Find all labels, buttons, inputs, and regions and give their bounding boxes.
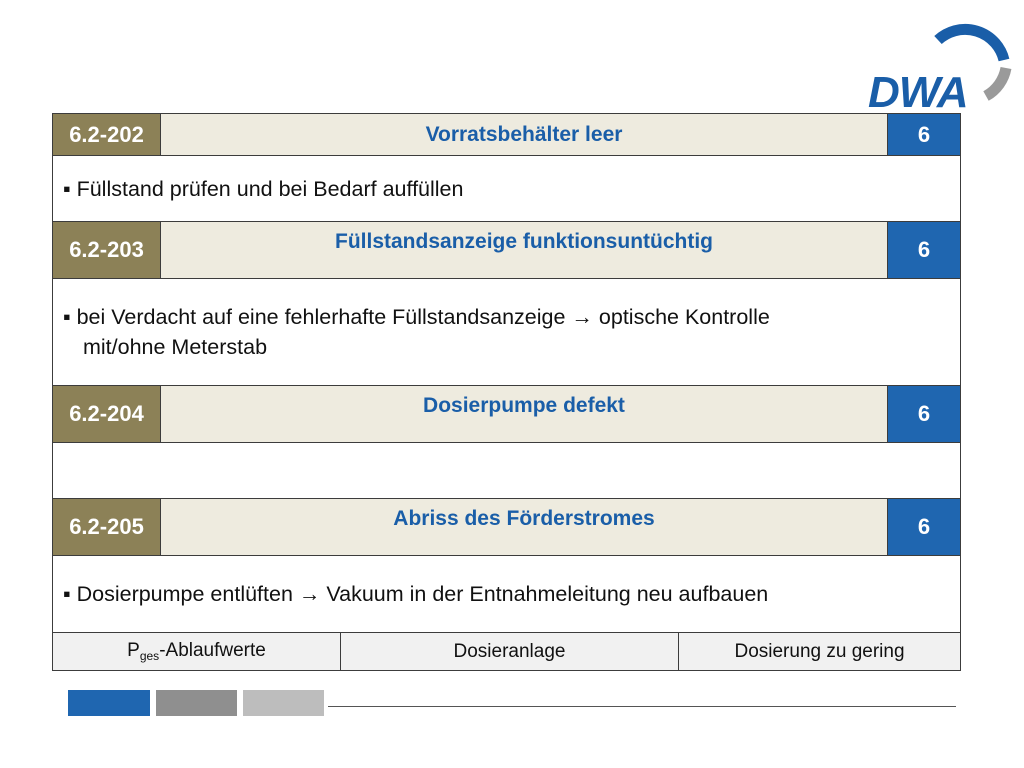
table-row: 6.2-202 Vorratsbehälter leer 6 <box>52 113 961 156</box>
table-row: ▪ bei Verdacht auf eine fehlerhafte Füll… <box>52 278 961 386</box>
error-number: 6 <box>887 498 961 556</box>
logo-text: DWA <box>868 68 969 117</box>
table-row: 6.2-203 Füllstandsanzeige funktionsuntüc… <box>52 221 961 279</box>
decor-line <box>328 706 956 707</box>
footer-row: Pges-Ablaufwerte Dosieranlage Dosierung … <box>52 632 961 671</box>
dwa-logo: DWA <box>868 18 1014 117</box>
error-title: Abriss des Förderstromes <box>160 498 888 556</box>
error-number: 6 <box>887 385 961 443</box>
error-code: 6.2-202 <box>52 113 161 156</box>
decor-bar-blue <box>68 690 150 716</box>
footer-parameter-main: P <box>127 640 140 661</box>
error-description: ▪ Füllstand prüfen und bei Bedarf auffül… <box>52 155 961 222</box>
table-row: ▪ Füllstand prüfen und bei Bedarf auffül… <box>52 155 961 222</box>
error-title: Vorratsbehälter leer <box>160 113 888 156</box>
footer-component: Dosieranlage <box>340 632 679 671</box>
error-code: 6.2-204 <box>52 385 161 443</box>
decor-bar-lightgray <box>243 690 324 716</box>
footer-parameter: Pges-Ablaufwerte <box>52 632 341 671</box>
error-table: 6.2-202 Vorratsbehälter leer 6 ▪ Füllsta… <box>52 113 961 633</box>
description-line: ▪ Füllstand prüfen und bei Bedarf auffül… <box>63 176 464 201</box>
error-title: Füllstandsanzeige funktionsuntüchtig <box>160 221 888 279</box>
description-line: ▪ bei Verdacht auf eine fehlerhafte Füll… <box>63 305 770 329</box>
logo-ring-icon <box>934 23 1012 101</box>
error-description: ▪ bei Verdacht auf eine fehlerhafte Füll… <box>52 278 961 386</box>
error-number: 6 <box>887 113 961 156</box>
decor-bar-gray <box>156 690 237 716</box>
footer-symptom: Dosierung zu gering <box>678 632 961 671</box>
error-number: 6 <box>887 221 961 279</box>
footer-table: Pges-Ablaufwerte Dosieranlage Dosierung … <box>52 632 961 671</box>
footer-parameter-rest: -Ablaufwerte <box>159 640 266 661</box>
footer-parameter-sub: ges <box>139 649 160 663</box>
error-title: Dosierpumpe defekt <box>160 385 888 443</box>
table-row: 6.2-204 Dosierpumpe defekt 6 <box>52 385 961 443</box>
error-code: 6.2-205 <box>52 498 161 556</box>
description-line: ▪ Dosierpumpe entlüften → Vakuum in der … <box>63 582 769 606</box>
table-row: ▪ Dosierpumpe entlüften → Vakuum in der … <box>52 555 961 633</box>
table-row <box>52 442 961 499</box>
description-line: mit/ohne Meterstab <box>83 335 268 359</box>
error-description: ▪ Dosierpumpe entlüften → Vakuum in der … <box>52 555 961 633</box>
error-description-empty <box>52 442 961 499</box>
table-row: 6.2-205 Abriss des Förderstromes 6 <box>52 498 961 556</box>
error-code: 6.2-203 <box>52 221 161 279</box>
